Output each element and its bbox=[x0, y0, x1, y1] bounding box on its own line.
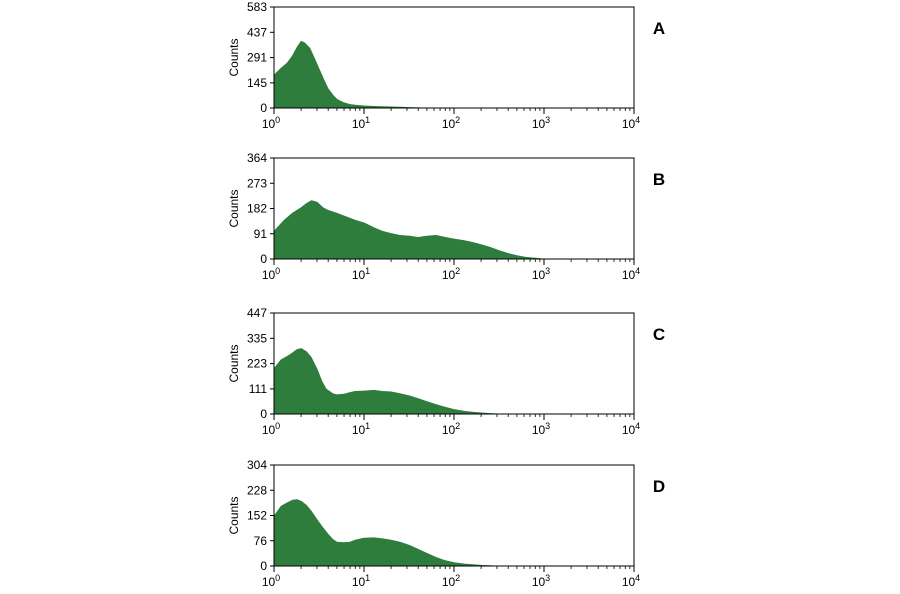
y-axis-label: Counts bbox=[227, 496, 241, 534]
x-tick-label: 101 bbox=[352, 266, 370, 282]
x-tick-label: 104 bbox=[622, 266, 640, 282]
x-tick-base: 10 bbox=[352, 117, 366, 131]
x-tick-base: 10 bbox=[442, 117, 456, 131]
x-tick-base: 10 bbox=[532, 575, 546, 589]
x-tick-label: 100 bbox=[262, 573, 280, 589]
y-tick-label: 273 bbox=[247, 176, 267, 190]
x-tick-label: 100 bbox=[262, 421, 280, 437]
x-tick-base: 10 bbox=[442, 268, 456, 282]
histogram-area bbox=[273, 348, 500, 415]
y-tick-label: 145 bbox=[247, 76, 267, 90]
x-tick-exponent: 2 bbox=[455, 115, 460, 125]
y-axis-label: Counts bbox=[227, 344, 241, 382]
x-tick-exponent: 4 bbox=[635, 573, 640, 583]
x-tick-label: 103 bbox=[532, 573, 550, 589]
x-tick-base: 10 bbox=[622, 117, 636, 131]
x-tick-exponent: 4 bbox=[635, 115, 640, 125]
panel-letter: B bbox=[653, 170, 665, 189]
x-tick-exponent: 2 bbox=[455, 266, 460, 276]
y-tick-label: 182 bbox=[247, 202, 267, 216]
y-tick-label: 0 bbox=[260, 559, 267, 573]
x-tick-exponent: 1 bbox=[365, 421, 370, 431]
x-tick-label: 104 bbox=[622, 421, 640, 437]
x-tick-label: 103 bbox=[532, 421, 550, 437]
x-tick-exponent: 3 bbox=[545, 421, 550, 431]
x-tick-exponent: 3 bbox=[545, 573, 550, 583]
y-tick-label: 447 bbox=[247, 306, 267, 320]
y-tick-label: 437 bbox=[247, 25, 267, 39]
x-tick-base: 10 bbox=[622, 575, 636, 589]
panel-letter: A bbox=[653, 19, 665, 38]
y-tick-label: 223 bbox=[247, 357, 267, 371]
x-tick-label: 103 bbox=[532, 115, 550, 131]
panel-letter: C bbox=[653, 325, 665, 344]
x-tick-label: 103 bbox=[532, 266, 550, 282]
x-tick-exponent: 1 bbox=[365, 115, 370, 125]
x-tick-label: 100 bbox=[262, 266, 280, 282]
x-tick-base: 10 bbox=[532, 268, 546, 282]
y-tick-label: 335 bbox=[247, 331, 267, 345]
x-tick-label: 102 bbox=[442, 421, 460, 437]
y-tick-label: 0 bbox=[260, 101, 267, 115]
x-tick-base: 10 bbox=[262, 268, 276, 282]
y-tick-label: 91 bbox=[254, 227, 268, 241]
x-tick-exponent: 0 bbox=[275, 421, 280, 431]
x-tick-label: 100 bbox=[262, 115, 280, 131]
x-tick-exponent: 0 bbox=[275, 573, 280, 583]
x-tick-base: 10 bbox=[352, 575, 366, 589]
x-tick-exponent: 1 bbox=[365, 266, 370, 276]
x-tick-base: 10 bbox=[442, 575, 456, 589]
x-tick-exponent: 1 bbox=[365, 573, 370, 583]
y-tick-label: 364 bbox=[247, 151, 267, 165]
x-tick-exponent: 0 bbox=[275, 266, 280, 276]
y-tick-label: 228 bbox=[247, 483, 267, 497]
y-tick-label: 111 bbox=[249, 382, 268, 396]
panel-letter: D bbox=[653, 477, 665, 496]
x-tick-exponent: 4 bbox=[635, 266, 640, 276]
x-tick-exponent: 4 bbox=[635, 421, 640, 431]
y-tick-label: 304 bbox=[247, 458, 267, 472]
x-tick-exponent: 3 bbox=[545, 266, 550, 276]
x-tick-label: 104 bbox=[622, 573, 640, 589]
x-tick-base: 10 bbox=[442, 423, 456, 437]
x-tick-label: 104 bbox=[622, 115, 640, 131]
y-tick-label: 0 bbox=[260, 252, 267, 266]
x-tick-exponent: 2 bbox=[455, 421, 460, 431]
x-tick-base: 10 bbox=[622, 268, 636, 282]
x-tick-exponent: 0 bbox=[275, 115, 280, 125]
y-axis-label: Counts bbox=[227, 189, 241, 227]
x-tick-label: 101 bbox=[352, 115, 370, 131]
y-tick-label: 76 bbox=[254, 534, 268, 548]
x-tick-base: 10 bbox=[262, 575, 276, 589]
histogram-area bbox=[273, 499, 498, 567]
x-tick-base: 10 bbox=[262, 117, 276, 131]
histogram-area bbox=[273, 40, 428, 109]
x-tick-base: 10 bbox=[532, 423, 546, 437]
x-tick-base: 10 bbox=[262, 423, 276, 437]
x-tick-base: 10 bbox=[352, 423, 366, 437]
x-tick-label: 102 bbox=[442, 115, 460, 131]
x-tick-exponent: 3 bbox=[545, 115, 550, 125]
y-tick-label: 0 bbox=[260, 407, 267, 421]
y-tick-label: 583 bbox=[247, 0, 267, 14]
y-tick-label: 291 bbox=[247, 51, 267, 65]
x-tick-base: 10 bbox=[352, 268, 366, 282]
x-tick-label: 101 bbox=[352, 573, 370, 589]
y-tick-label: 152 bbox=[247, 509, 267, 523]
x-tick-base: 10 bbox=[532, 117, 546, 131]
x-tick-base: 10 bbox=[622, 423, 636, 437]
x-tick-label: 102 bbox=[442, 266, 460, 282]
x-tick-exponent: 2 bbox=[455, 573, 460, 583]
y-axis-label: Counts bbox=[227, 38, 241, 76]
histogram-area bbox=[273, 200, 545, 260]
x-tick-label: 101 bbox=[352, 421, 370, 437]
x-tick-label: 102 bbox=[442, 573, 460, 589]
